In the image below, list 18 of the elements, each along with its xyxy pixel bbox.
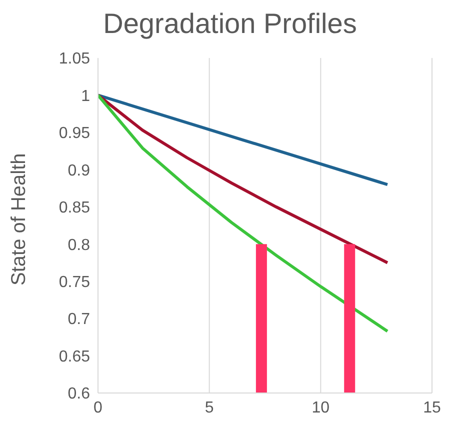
y-tick-label: 1.05 (58, 50, 90, 68)
line-series (98, 94, 389, 264)
y-tick-label: 0.7 (68, 311, 90, 328)
x-tick-label: 0 (94, 399, 103, 416)
x-tick-label: 15 (423, 399, 441, 416)
y-tick-label: 0.75 (58, 274, 90, 292)
y-axis-title: State of Health (8, 153, 30, 286)
y-tick-label: 0.9 (68, 162, 90, 180)
line-series (98, 94, 389, 333)
y-tick-label: 0.8 (68, 236, 90, 254)
chart-title: Degradation Profiles (102, 8, 358, 41)
y-tick-label: 0.95 (58, 125, 90, 142)
x-tick-label: 5 (204, 399, 214, 416)
y-tick-label: 1 (81, 88, 90, 105)
y-tick-label: 0.6 (68, 386, 90, 403)
x-tick-label: 10 (312, 399, 330, 416)
y-tick-label: 0.65 (58, 348, 90, 366)
y-tick-label: 0.85 (58, 200, 90, 217)
